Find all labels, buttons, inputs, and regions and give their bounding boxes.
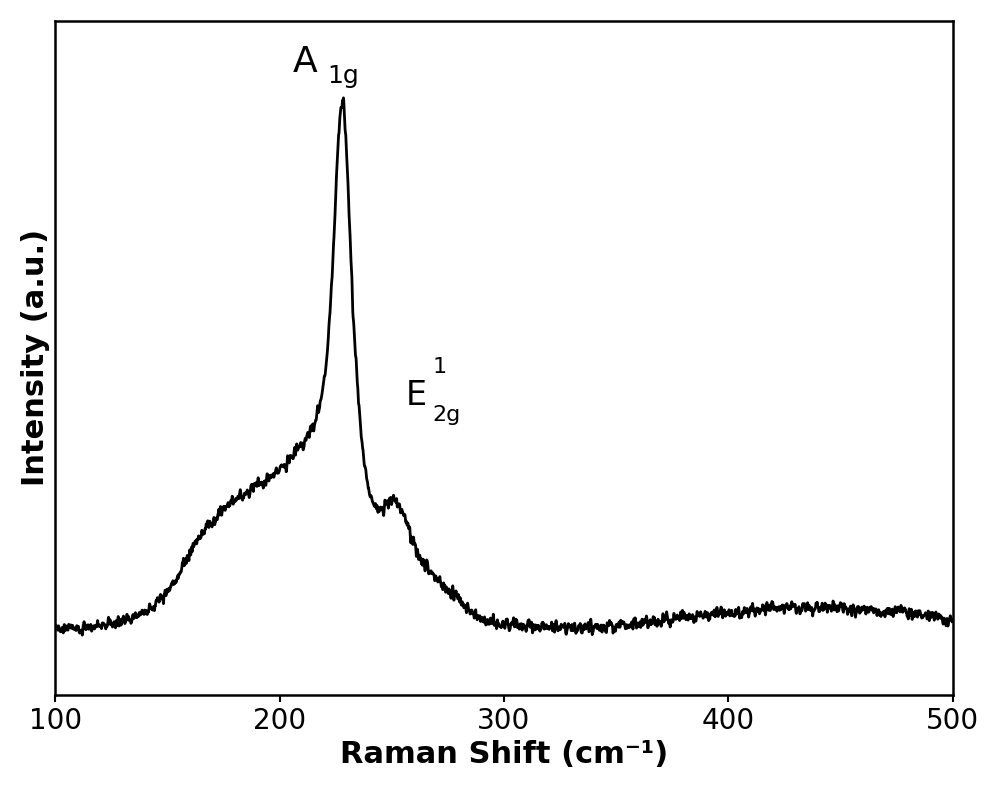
Text: 1g: 1g [327,64,359,88]
Y-axis label: Intensity (a.u.): Intensity (a.u.) [21,229,50,487]
Text: 1: 1 [432,357,446,377]
Text: 2g: 2g [432,405,460,425]
X-axis label: Raman Shift (cm⁻¹): Raman Shift (cm⁻¹) [340,740,668,769]
Text: A: A [293,44,318,78]
Text: E: E [405,379,426,412]
